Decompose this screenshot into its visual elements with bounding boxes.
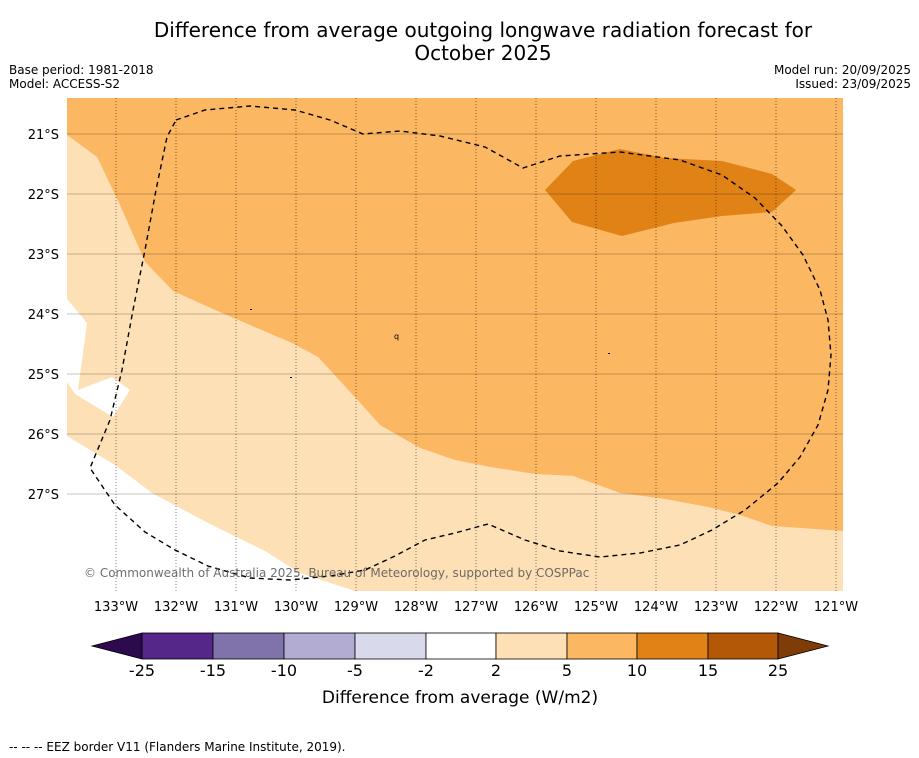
- colorbar-tick-label: 5: [562, 661, 572, 680]
- island-marker: [250, 309, 252, 310]
- lon-label: 133°W: [94, 600, 138, 615]
- lon-label: 131°W: [214, 600, 258, 615]
- longitude-labels: 133°W 132°W 131°W 130°W 129°W 128°W 127°…: [94, 600, 858, 615]
- issued-text: Issued: 23/09/2025: [795, 77, 911, 91]
- colorbar-tick-label: 10: [627, 661, 647, 680]
- colorbar-segment: [141, 632, 214, 660]
- colorbar-segment: [707, 632, 779, 660]
- longitude-gridlines: [115, 98, 837, 591]
- colorbar-tick-label: -2: [418, 661, 434, 680]
- lat-label: 24°S: [28, 308, 59, 323]
- islands: q: [250, 309, 610, 378]
- lat-label: 26°S: [28, 428, 59, 443]
- island-label: q: [394, 332, 399, 341]
- model-text: Model: ACCESS-S2: [9, 77, 121, 91]
- lat-label: 27°S: [28, 488, 59, 503]
- colorbar-tick-label: 2: [491, 661, 501, 680]
- base-period-text: Base period: 1981-2018: [9, 63, 154, 77]
- colorbar-tick-label: -10: [271, 661, 297, 680]
- colorbar-segment: [495, 632, 568, 660]
- latitude-gridlines: [67, 133, 843, 495]
- lon-label: 122°W: [754, 600, 798, 615]
- colorbar-tick-label: -25: [129, 661, 155, 680]
- lon-label: 121°W: [814, 600, 858, 615]
- colorbar-segment: [566, 632, 638, 660]
- colorbar-segment: [212, 632, 285, 660]
- colorbar-segment: [283, 632, 356, 660]
- colorbar-segment: [636, 632, 709, 660]
- island-marker: [608, 353, 610, 354]
- colorbar: [90, 632, 830, 660]
- colorbar-title: Difference from average (W/m2): [322, 688, 598, 708]
- colorbar-segment: [354, 632, 427, 660]
- lon-label: 123°W: [694, 600, 738, 615]
- anomaly-band-2-5: [67, 135, 843, 591]
- map-area: q © Commonwealth of Australia 2025, Bure…: [67, 98, 843, 591]
- lon-label: 125°W: [574, 600, 618, 615]
- colorbar-tick-label: -5: [347, 661, 363, 680]
- lon-label: 126°W: [514, 600, 558, 615]
- latitude-labels: 21°S 22°S 23°S 24°S 25°S 26°S 27°S: [28, 128, 59, 503]
- chart-title-line-1: Difference from average outgoing longwav…: [153, 18, 813, 42]
- lat-label: 25°S: [28, 368, 59, 383]
- colorbar-extend-min: [90, 632, 143, 660]
- eez-footnote: -- -- -- EEZ border V11 (Flanders Marine…: [9, 740, 346, 754]
- lon-label: 130°W: [274, 600, 318, 615]
- chart-title: Difference from average outgoing longwav…: [0, 19, 919, 65]
- lat-label: 23°S: [28, 248, 59, 263]
- meta-left: Base period: 1981-2018 Model: ACCESS-S2: [9, 63, 154, 91]
- lat-label: 22°S: [28, 188, 59, 203]
- lon-label: 129°W: [334, 600, 378, 615]
- lon-label: 132°W: [154, 600, 198, 615]
- island-marker: [290, 377, 292, 378]
- colorbar-tick-label: 15: [698, 661, 718, 680]
- meta-right: Model run: 20/09/2025 Issued: 23/09/2025: [774, 63, 911, 91]
- colorbar-ticks: -25 -15 -10 -5 -2 2 5 10 15 25 Differenc…: [129, 661, 788, 708]
- chart-title-line-2: October 2025: [414, 41, 552, 65]
- eez-border: [89, 105, 832, 581]
- colorbar-segment: [425, 632, 497, 660]
- lon-label: 127°W: [454, 600, 498, 615]
- watermark-text: © Commonwealth of Australia 2025, Bureau…: [84, 566, 589, 580]
- lon-label: 128°W: [394, 600, 438, 615]
- colorbar-tick-label: -15: [200, 661, 226, 680]
- lon-label: 124°W: [634, 600, 678, 615]
- lat-label: 21°S: [28, 128, 59, 143]
- model-run-text: Model run: 20/09/2025: [773, 63, 911, 77]
- graticule: [67, 98, 843, 591]
- colorbar-extend-max: [777, 632, 830, 660]
- anomaly-band-10-15: [545, 149, 796, 236]
- colorbar-tick-label: 25: [768, 661, 788, 680]
